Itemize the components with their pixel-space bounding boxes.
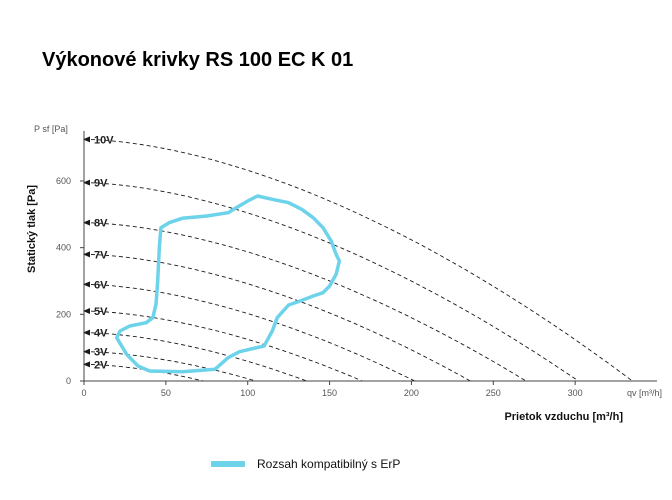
y-tick-label: 600: [56, 176, 71, 186]
fan-curve-4v: [84, 332, 307, 382]
curve-label-9v: 9V: [94, 178, 108, 190]
legend: Rozsah kompatibilný s ErP: [211, 457, 400, 471]
curve-marker-8v: [83, 219, 90, 226]
curve-marker-3v: [83, 348, 90, 355]
curve-marker-9v: [83, 179, 90, 186]
axes: 0 50 100 150 200 250 300 0 200 400 600 P sf [Pa] qv …: [26, 124, 662, 423]
x-tick-label: 250: [486, 388, 501, 398]
y-tick-label: 400: [56, 243, 71, 253]
fan-curve-9v: [83, 182, 579, 382]
x-tick-label: 0: [81, 388, 86, 398]
legend-swatch: [211, 461, 245, 467]
x-axis-title: Prietok vzduchu [m³/h]: [504, 411, 623, 423]
x-tick-label: 150: [322, 388, 337, 398]
y-tick-label: 200: [56, 309, 71, 319]
x-tick-label: 50: [161, 388, 171, 398]
curve-label-4v: 4V: [94, 328, 108, 340]
fan-curve-5v: [83, 310, 363, 382]
y-axis-title: Statický tlak [Pa]: [26, 185, 38, 273]
curve-label-3v: 3V: [94, 347, 108, 359]
curve-label-10v: 10V: [94, 134, 114, 146]
curve-label-5v: 5V: [94, 306, 108, 318]
chart-title: Výkonové krivky RS 100 EC K 01: [42, 49, 354, 71]
curve-label-6v: 6V: [94, 279, 108, 291]
curve-marker-7v: [83, 251, 90, 258]
curve-label-2v: 2V: [94, 359, 108, 371]
fan-curve-7v: [83, 253, 471, 382]
erp-range-outline: [114, 194, 342, 374]
x-unit-label: qv [m³/h]: [627, 388, 662, 398]
fan-curve-8v: [83, 222, 527, 382]
legend-label: Rozsah kompatibilný s ErP: [257, 457, 401, 471]
curve-label-8v: 8V: [94, 218, 108, 230]
x-tick-label: 100: [240, 388, 255, 398]
curve-marker-10v: [83, 136, 90, 143]
curve-marker-6v: [83, 281, 90, 288]
curve-marker-2v: [83, 361, 90, 368]
curve-marker-5v: [83, 308, 90, 314]
fan-curve-2v: [83, 363, 204, 382]
fan-curve-10v: [83, 138, 633, 382]
y-tick-label: 0: [66, 376, 71, 386]
y-unit-label: P sf [Pa]: [34, 124, 68, 134]
fan-curve-3v: [84, 351, 257, 382]
curve-label-7v: 7V: [94, 249, 108, 261]
x-tick-label: 300: [568, 388, 583, 398]
fan-curve-6v: [83, 283, 415, 382]
x-tick-label: 200: [404, 388, 419, 398]
curve-marker-4v: [83, 329, 90, 336]
erp-envelope: [114, 194, 342, 374]
